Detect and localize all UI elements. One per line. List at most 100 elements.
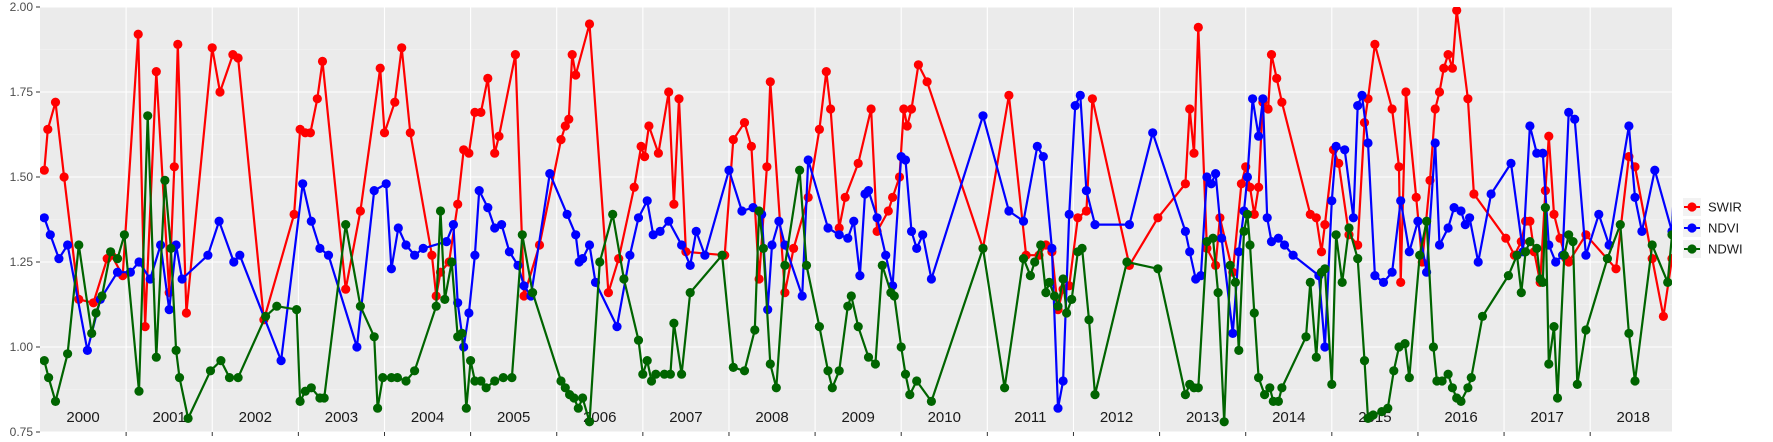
data-point-swir (1320, 220, 1330, 230)
data-point-ndvi (504, 247, 514, 257)
data-point-ndwi (319, 393, 329, 403)
data-point-ndwi (151, 352, 161, 362)
data-point-ndwi (619, 274, 629, 284)
data-point-swir (906, 104, 917, 114)
data-point-ndwi (1153, 264, 1163, 274)
data-point-ndwi (1193, 383, 1203, 393)
data-point-ndvi (1148, 128, 1158, 138)
data-point-ndwi (665, 369, 676, 379)
data-point-ndwi (1213, 288, 1223, 298)
data-point-ndvi (164, 305, 174, 315)
data-point-swir (1193, 22, 1203, 32)
data-point-ndwi (216, 356, 226, 366)
data-point-swir (510, 50, 520, 60)
year-label: 2001 (152, 409, 185, 426)
data-point-ndwi (569, 393, 579, 403)
data-point-swir (556, 135, 566, 145)
data-point-ndvi (642, 196, 652, 206)
data-point-ndwi (1581, 325, 1591, 335)
data-point-ndwi (1671, 216, 1672, 220)
data-point-swir (1549, 209, 1559, 219)
data-point-swir (379, 128, 390, 138)
data-point-ndvi (1266, 237, 1277, 247)
data-point-ndwi (1277, 383, 1287, 393)
data-point-ndwi (1663, 277, 1672, 287)
data-point-ndvi (1473, 257, 1483, 267)
data-point-swir (490, 148, 500, 158)
data-point-ndvi (1637, 226, 1647, 236)
data-point-ndvi (1564, 107, 1574, 117)
data-point-swir (1581, 230, 1591, 240)
data-point-ndvi (464, 308, 474, 318)
data-point-ndwi (1242, 209, 1252, 219)
legend: SWIR NDVI NDWI (1683, 198, 1743, 258)
data-point-ndvi (1624, 121, 1634, 131)
data-point-ndwi (1030, 257, 1040, 267)
data-point-swir (289, 209, 299, 219)
data-point-ndwi (160, 175, 170, 185)
data-point-ndvi (410, 250, 420, 260)
data-point-ndvi (1228, 328, 1238, 338)
data-point-ndwi (1260, 390, 1270, 400)
data-point-ndvi (1449, 203, 1459, 213)
data-point-swir (483, 73, 493, 83)
data-point-ndwi (40, 356, 49, 366)
data-point-ndvi (1430, 138, 1440, 148)
data-point-ndwi (1615, 220, 1625, 230)
data-point-swir (899, 104, 909, 114)
data-point-ndwi (1404, 373, 1414, 383)
data-point-ndvi (1196, 271, 1206, 281)
data-point-ndvi (1685, 155, 1694, 164)
data-point-ndvi (633, 213, 644, 223)
data-point-swir (1394, 162, 1404, 172)
data-point-ndvi (664, 216, 674, 226)
data-point-ndwi (912, 376, 922, 386)
data-point-ndwi (306, 383, 316, 393)
data-point-ndvi (134, 257, 144, 267)
data-point-ndwi (431, 301, 441, 311)
data-point-ndwi (754, 206, 764, 216)
data-point-swir (1439, 63, 1449, 73)
data-point-ndvi (63, 240, 73, 250)
data-point-ndvi (1258, 94, 1268, 104)
data-point-ndwi (1532, 243, 1542, 253)
data-point-ndvi (474, 186, 484, 196)
data-point-ndwi (1353, 254, 1363, 264)
data-point-ndwi (507, 373, 517, 383)
data-point-ndwi (457, 328, 467, 338)
data-point-ndwi (466, 356, 476, 366)
series-layer (40, 7, 1694, 427)
data-point-ndvi (1353, 101, 1363, 111)
data-point-swir (1452, 7, 1462, 15)
year-label: 2011 (1014, 409, 1046, 426)
legend-label: NDVI (1708, 221, 1739, 236)
data-point-swir (1401, 87, 1411, 97)
data-point-ndwi (528, 288, 538, 298)
year-label: 2000 (66, 409, 99, 426)
data-point-ndvi (229, 257, 239, 267)
data-point-ndvi (323, 250, 334, 260)
data-point-swir (1525, 216, 1535, 226)
data-point-ndwi (1443, 369, 1453, 379)
year-label: 2009 (841, 409, 874, 426)
data-point-ndwi (1503, 271, 1513, 281)
data-point-swir (888, 192, 898, 202)
data-point-ndvi (1327, 196, 1337, 206)
data-point-ndwi (1552, 393, 1563, 403)
data-point-swir (765, 77, 775, 87)
data-point-ndwi (174, 373, 185, 383)
data-point-ndvi (276, 356, 286, 366)
data-point-ndwi (233, 373, 243, 383)
data-point-ndvi (1202, 172, 1212, 182)
data-point-ndvi (1551, 257, 1561, 267)
data-point-swir (883, 206, 893, 216)
data-point-swir (355, 206, 365, 216)
data-point-ndwi (74, 240, 84, 250)
data-point-ndwi (814, 322, 825, 332)
data-point-ndvi (978, 111, 988, 121)
data-point-ndwi (1359, 356, 1370, 366)
data-point-ndvi (45, 230, 55, 240)
data-point-ndvi (306, 216, 316, 226)
y-tick-label: 0.75 (10, 425, 34, 439)
data-point-ndvi (677, 240, 687, 250)
